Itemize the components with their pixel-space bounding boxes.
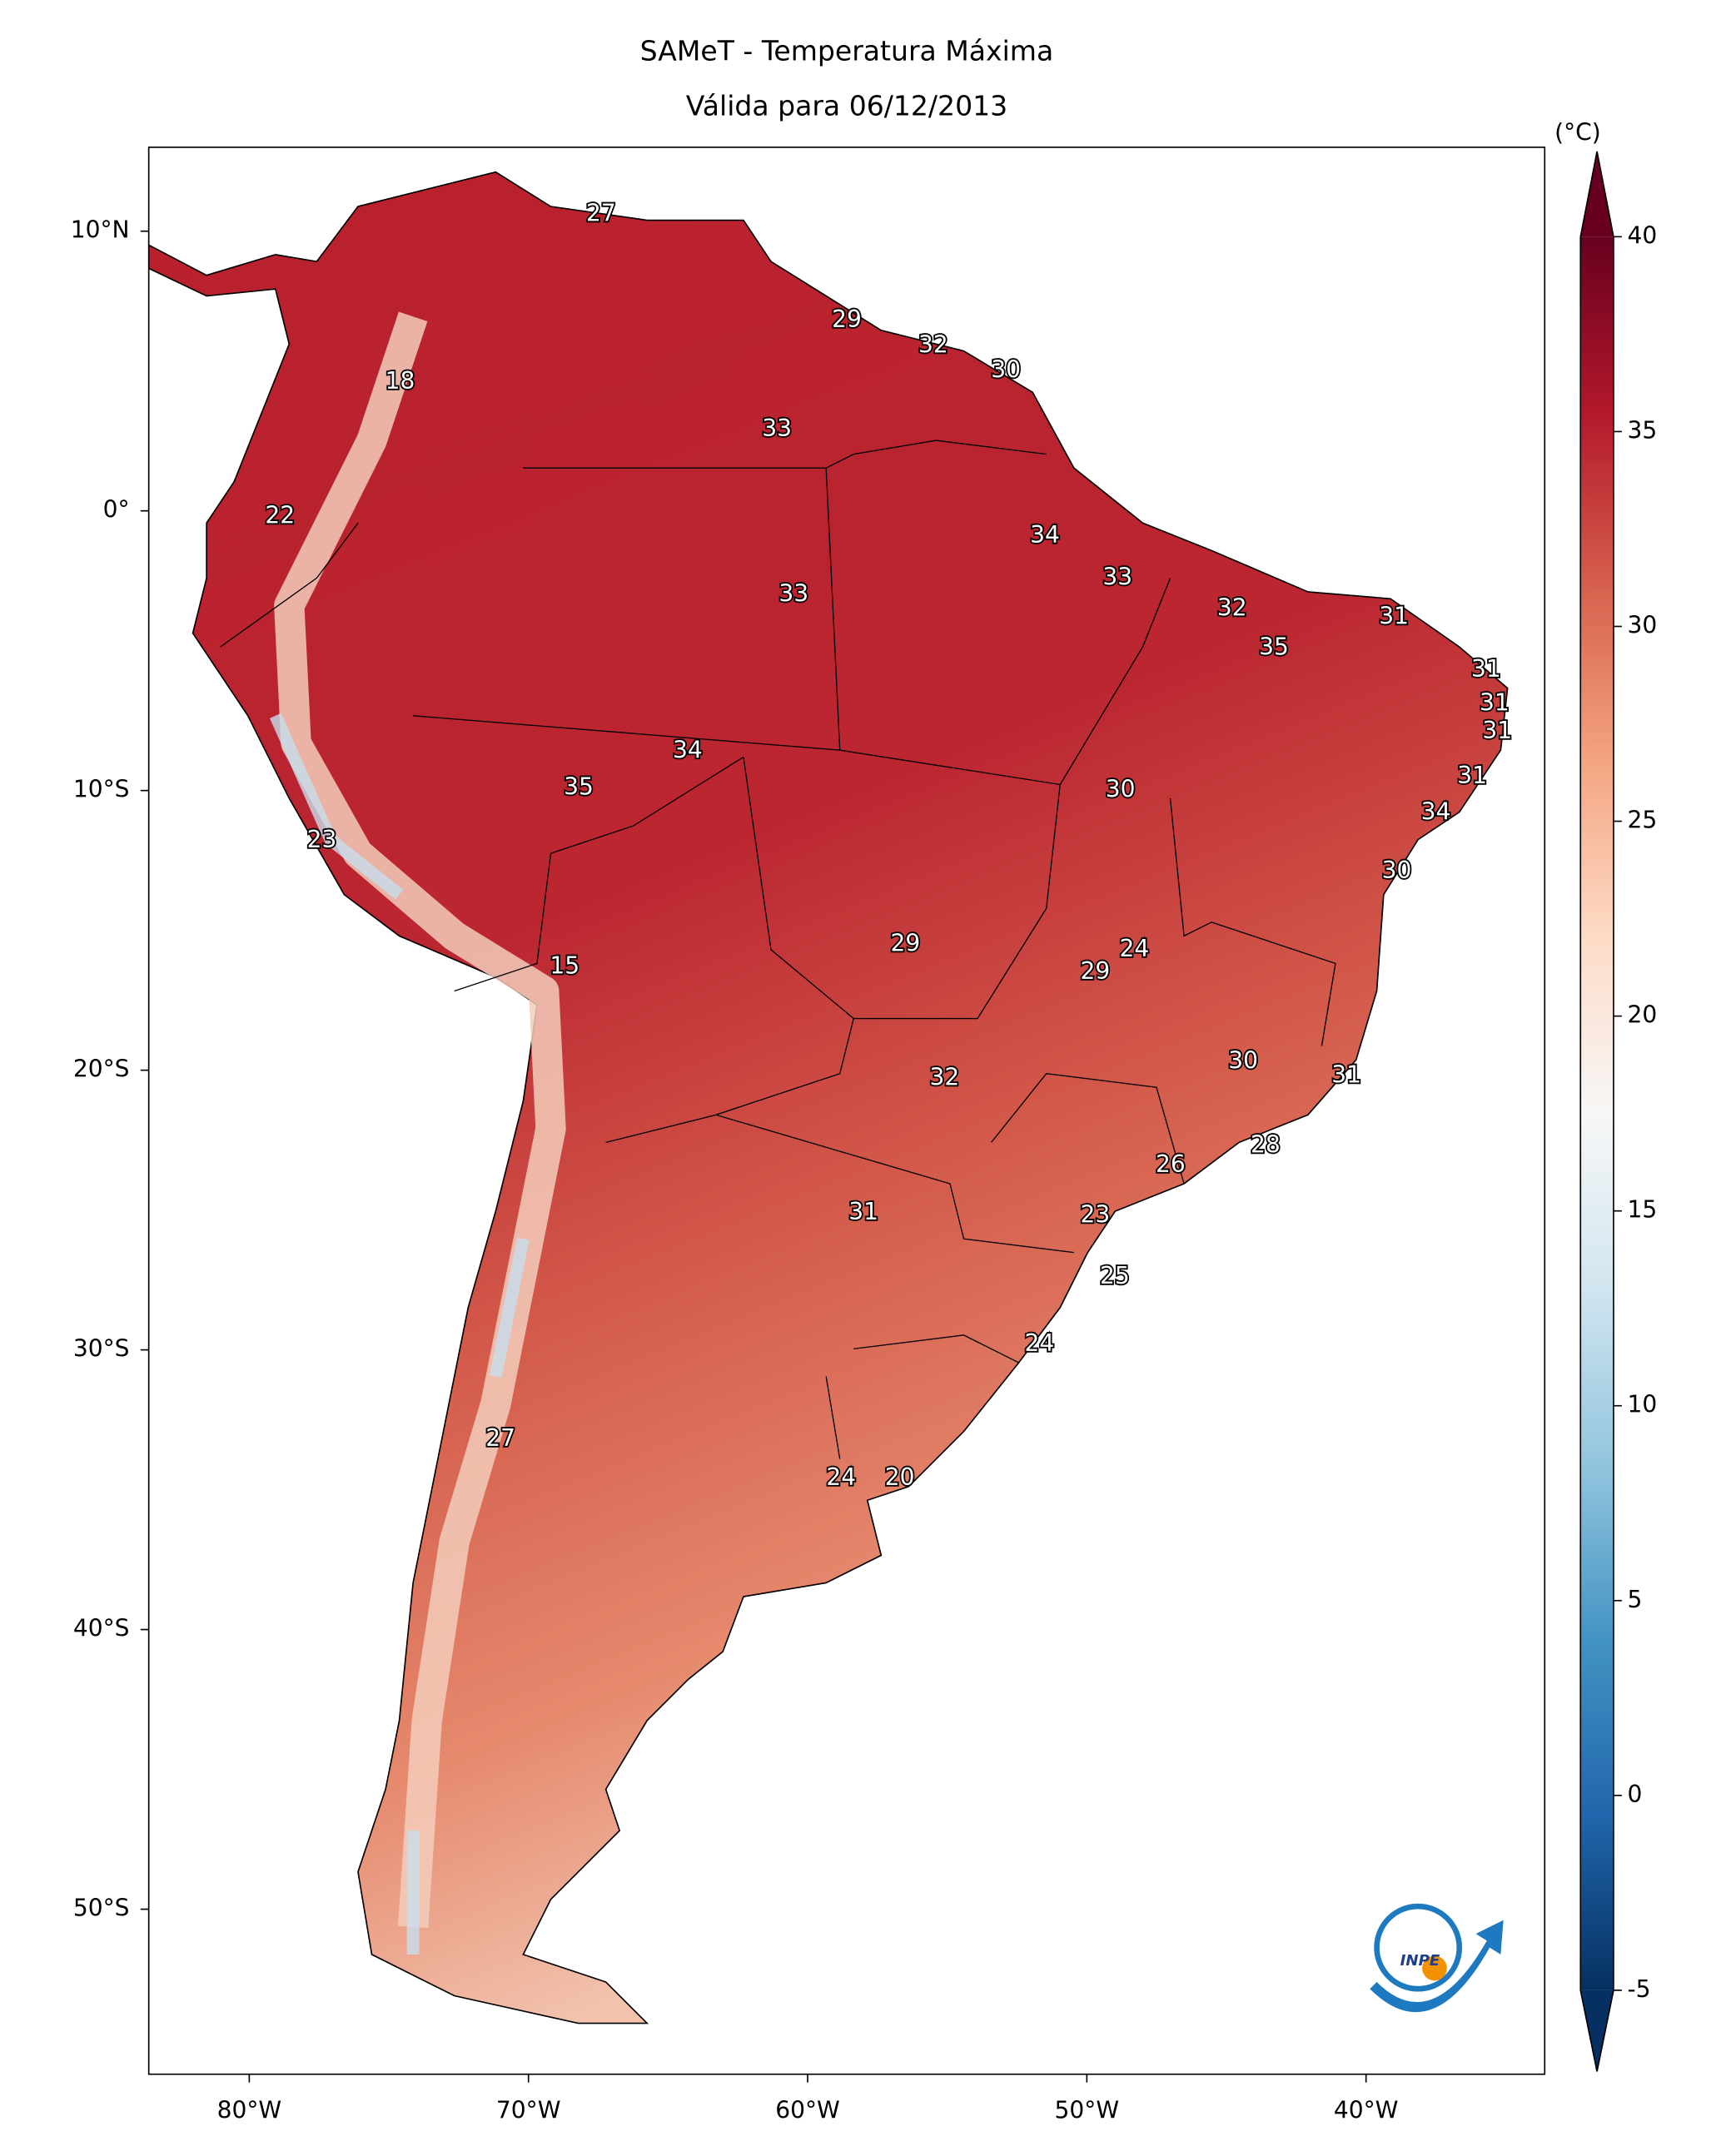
borders	[220, 440, 1336, 1459]
station-value: 22	[265, 501, 295, 529]
colorbar-tick-label: 5	[1627, 1586, 1642, 1613]
map-area	[148, 171, 1509, 2024]
station-value: 35	[1259, 633, 1289, 660]
colorbar-tick-label: 25	[1627, 807, 1657, 834]
station-value: 23	[1081, 1200, 1111, 1228]
colorbar-tick-label: 15	[1627, 1196, 1657, 1224]
colorbar-extend-min	[1580, 1990, 1614, 2072]
station-value: 31	[1482, 717, 1512, 744]
station-value: 29	[1081, 957, 1111, 985]
station-value: 29	[832, 306, 862, 333]
colorbar-tick-label: 35	[1627, 416, 1657, 444]
colorbar	[1580, 236, 1614, 1990]
station-value: 34	[1030, 521, 1060, 549]
station-value: 31	[1379, 602, 1409, 629]
station-value: 23	[307, 826, 337, 853]
chart-subtitle: Válida para 06/12/2013	[686, 89, 1007, 122]
axes-frame	[147, 147, 1546, 2075]
station-value: 25	[1100, 1262, 1130, 1289]
x-tick-label: 50°W	[1055, 2096, 1120, 2124]
colorbar-tick-label: 20	[1627, 1001, 1657, 1029]
y-tick-label: 10°S	[73, 776, 130, 803]
station-value: 33	[762, 415, 792, 442]
y-tick-label: 10°N	[71, 216, 130, 244]
x-tick-label: 80°W	[217, 2096, 282, 2124]
station-value: 24	[1024, 1329, 1054, 1357]
andes-cold	[269, 713, 530, 1955]
station-value: 26	[1156, 1150, 1186, 1178]
station-value: 24	[826, 1463, 856, 1491]
station-value: 31	[848, 1198, 878, 1225]
logo: INPE	[1370, 1903, 1504, 2013]
x-tick-label: 40°W	[1334, 2096, 1399, 2124]
y-tick-label: 0°	[103, 496, 130, 524]
station-value: 30	[991, 356, 1021, 384]
colorbar-tick-label: 30	[1627, 612, 1657, 639]
station-value: 15	[550, 951, 579, 979]
station-value: 29	[891, 929, 921, 956]
colorbar-tick-label: -5	[1627, 1975, 1650, 2003]
station-value: 34	[673, 737, 703, 764]
y-tick-label: 30°S	[73, 1335, 130, 1363]
station-value: 30	[1106, 776, 1136, 803]
y-tick-label: 50°S	[73, 1895, 130, 1922]
station-value: 35	[564, 772, 594, 800]
logo-text: INPE	[1400, 1952, 1440, 1970]
station-value: 32	[918, 330, 948, 358]
station-value: 32	[929, 1064, 959, 1091]
y-tick-label: 20°S	[73, 1056, 130, 1083]
station-value: 18	[385, 367, 415, 395]
station-value: 24	[1119, 935, 1149, 962]
station-value: 20	[885, 1463, 915, 1491]
continent	[148, 171, 1509, 2024]
chart-title: SAMeT - Temperatura Máxima	[640, 34, 1054, 67]
station-value: 33	[778, 579, 808, 607]
station-value: 33	[1102, 563, 1132, 590]
station-value: 31	[1331, 1061, 1361, 1088]
colorbar-tick-label: 10	[1627, 1391, 1657, 1418]
station-value: 31	[1480, 688, 1510, 716]
station-value: 32	[1217, 594, 1247, 621]
x-tick-label: 60°W	[775, 2096, 840, 2124]
colorbar-extend-max	[1580, 151, 1614, 237]
y-tick-label: 40°S	[73, 1615, 130, 1642]
station-value: 27	[586, 200, 616, 227]
station-value: 31	[1471, 655, 1501, 683]
station-value: 30	[1228, 1047, 1258, 1075]
station-value: 28	[1251, 1130, 1281, 1158]
station-value: 30	[1382, 857, 1412, 884]
colorbar-tick-label: 40	[1627, 221, 1657, 249]
station-value: 34	[1421, 798, 1451, 826]
colorbar-tick-label: 0	[1627, 1781, 1642, 1808]
station-value: 27	[485, 1424, 515, 1452]
colorbar-label: (°C)	[1554, 118, 1601, 146]
andes	[274, 311, 566, 1929]
x-tick-label: 70°W	[496, 2096, 561, 2124]
station-value: 31	[1457, 762, 1487, 789]
